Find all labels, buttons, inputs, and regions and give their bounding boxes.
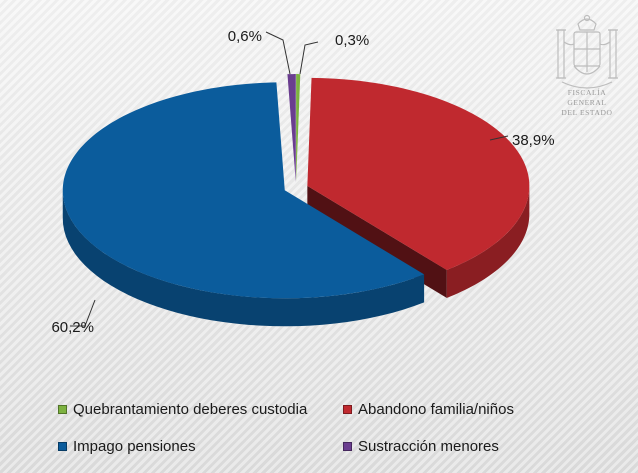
legend-label: Impago pensiones (73, 438, 196, 455)
legend-item-sustraccion: Sustracción menores (343, 435, 578, 458)
legend-swatch (58, 442, 67, 451)
pie-slice-quebrantamiento (296, 74, 301, 183)
pie-slice-side (446, 185, 530, 298)
legend-item-impago: Impago pensiones (58, 435, 343, 458)
leader-line (265, 31, 291, 75)
legend-swatch (343, 442, 352, 451)
watermark-line1: FISCALÍA GENERAL (567, 88, 607, 107)
leader-line (70, 299, 96, 327)
pie-slice-top (62, 82, 425, 299)
pie-slice-impago (62, 82, 425, 327)
legend-swatch (343, 405, 352, 414)
watermark-line2: DEL ESTADO (561, 108, 613, 117)
pie-slice-side (62, 190, 425, 327)
data-label: 60,2% (51, 319, 94, 336)
data-label: 38,9% (512, 132, 555, 149)
legend-item-abandono: Abandono familia/niños (343, 398, 578, 421)
legend-swatch (58, 405, 67, 414)
pie-slice-top (287, 74, 296, 183)
data-label: 0,3% (335, 32, 369, 49)
legend-label: Sustracción menores (358, 438, 499, 455)
leader-line (299, 41, 319, 75)
pie-slice-top (296, 74, 301, 183)
coat-of-arms-icon (556, 14, 618, 89)
pie-slice-top (307, 77, 530, 270)
data-label: 0,6% (228, 28, 262, 45)
legend-item-quebrantamiento: Quebrantamiento deberes custodia (58, 398, 343, 421)
legend-label: Abandono familia/niños (358, 401, 514, 418)
pie-slice-sustraccion (287, 74, 296, 183)
watermark-text: FISCALÍA GENERAL DEL ESTADO (548, 88, 626, 118)
legend-label: Quebrantamiento deberes custodia (73, 401, 308, 418)
legend: Quebrantamiento deberes custodia Abandon… (58, 398, 578, 458)
leader-line (489, 135, 509, 141)
